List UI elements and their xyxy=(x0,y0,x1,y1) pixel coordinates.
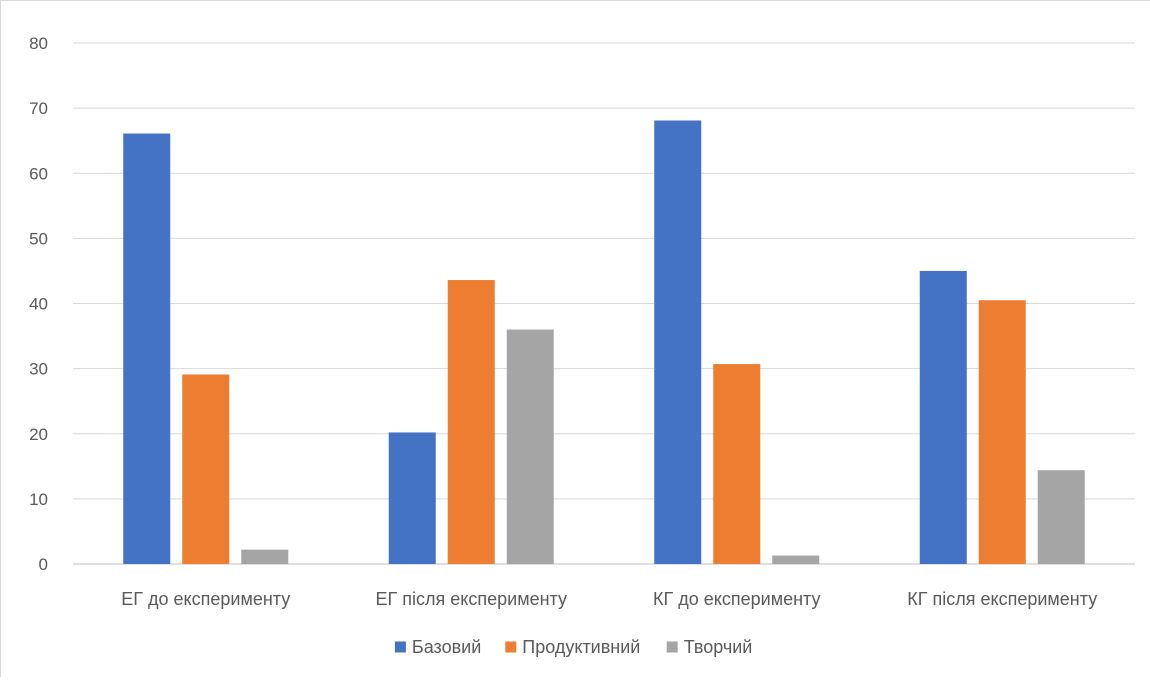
bar-Базовий xyxy=(123,133,171,564)
legend-label: Творчий xyxy=(684,637,753,657)
bar-Базовий xyxy=(919,270,967,564)
y-tick-label: 50 xyxy=(29,229,48,248)
gridlines xyxy=(73,42,1135,565)
legend-label: Продуктивний xyxy=(522,637,640,657)
bar-Базовий xyxy=(654,120,702,564)
x-axis-category-labels: ЕГ до експерименту ЕГ після експерименту К… xyxy=(121,589,1097,609)
x-category-label: ЕГ після експерименту xyxy=(376,589,567,609)
y-tick-label: 40 xyxy=(29,295,48,314)
x-category-label: КГ після експерименту xyxy=(907,589,1097,609)
x-category-label: КГ до експерименту xyxy=(653,589,820,609)
bar-Творчий xyxy=(241,549,289,564)
legend-swatch xyxy=(394,641,406,653)
y-tick-label: 30 xyxy=(29,360,48,379)
y-axis-tick-labels: 0 10 20 30 40 50 60 70 80 xyxy=(29,34,48,574)
legend-swatch xyxy=(666,641,678,653)
bar-Творчий xyxy=(1037,470,1085,564)
y-tick-label: 60 xyxy=(29,164,48,183)
bar-Продуктивний xyxy=(447,280,495,564)
bar-Продуктивний xyxy=(713,364,761,564)
legend-item: Базовий xyxy=(394,637,481,657)
y-tick-label: 20 xyxy=(29,425,48,444)
legend-swatch xyxy=(505,641,517,653)
y-tick-label: 70 xyxy=(29,99,48,118)
bar-Продуктивний xyxy=(978,300,1026,564)
y-tick-label: 0 xyxy=(39,555,48,574)
legend: Базовий Продуктивний Творчий xyxy=(394,637,753,657)
bar-Продуктивний xyxy=(182,374,230,564)
y-tick-label: 10 xyxy=(29,490,48,509)
bars xyxy=(123,120,1085,564)
legend-item: Продуктивний xyxy=(505,637,640,657)
legend-label: Базовий xyxy=(412,637,481,657)
y-tick-label: 80 xyxy=(29,34,48,53)
bar-Творчий xyxy=(506,329,554,564)
bar-Базовий xyxy=(388,432,436,564)
legend-item: Творчий xyxy=(666,637,753,657)
x-category-label: ЕГ до експерименту xyxy=(121,589,290,609)
bar-Творчий xyxy=(772,555,820,564)
